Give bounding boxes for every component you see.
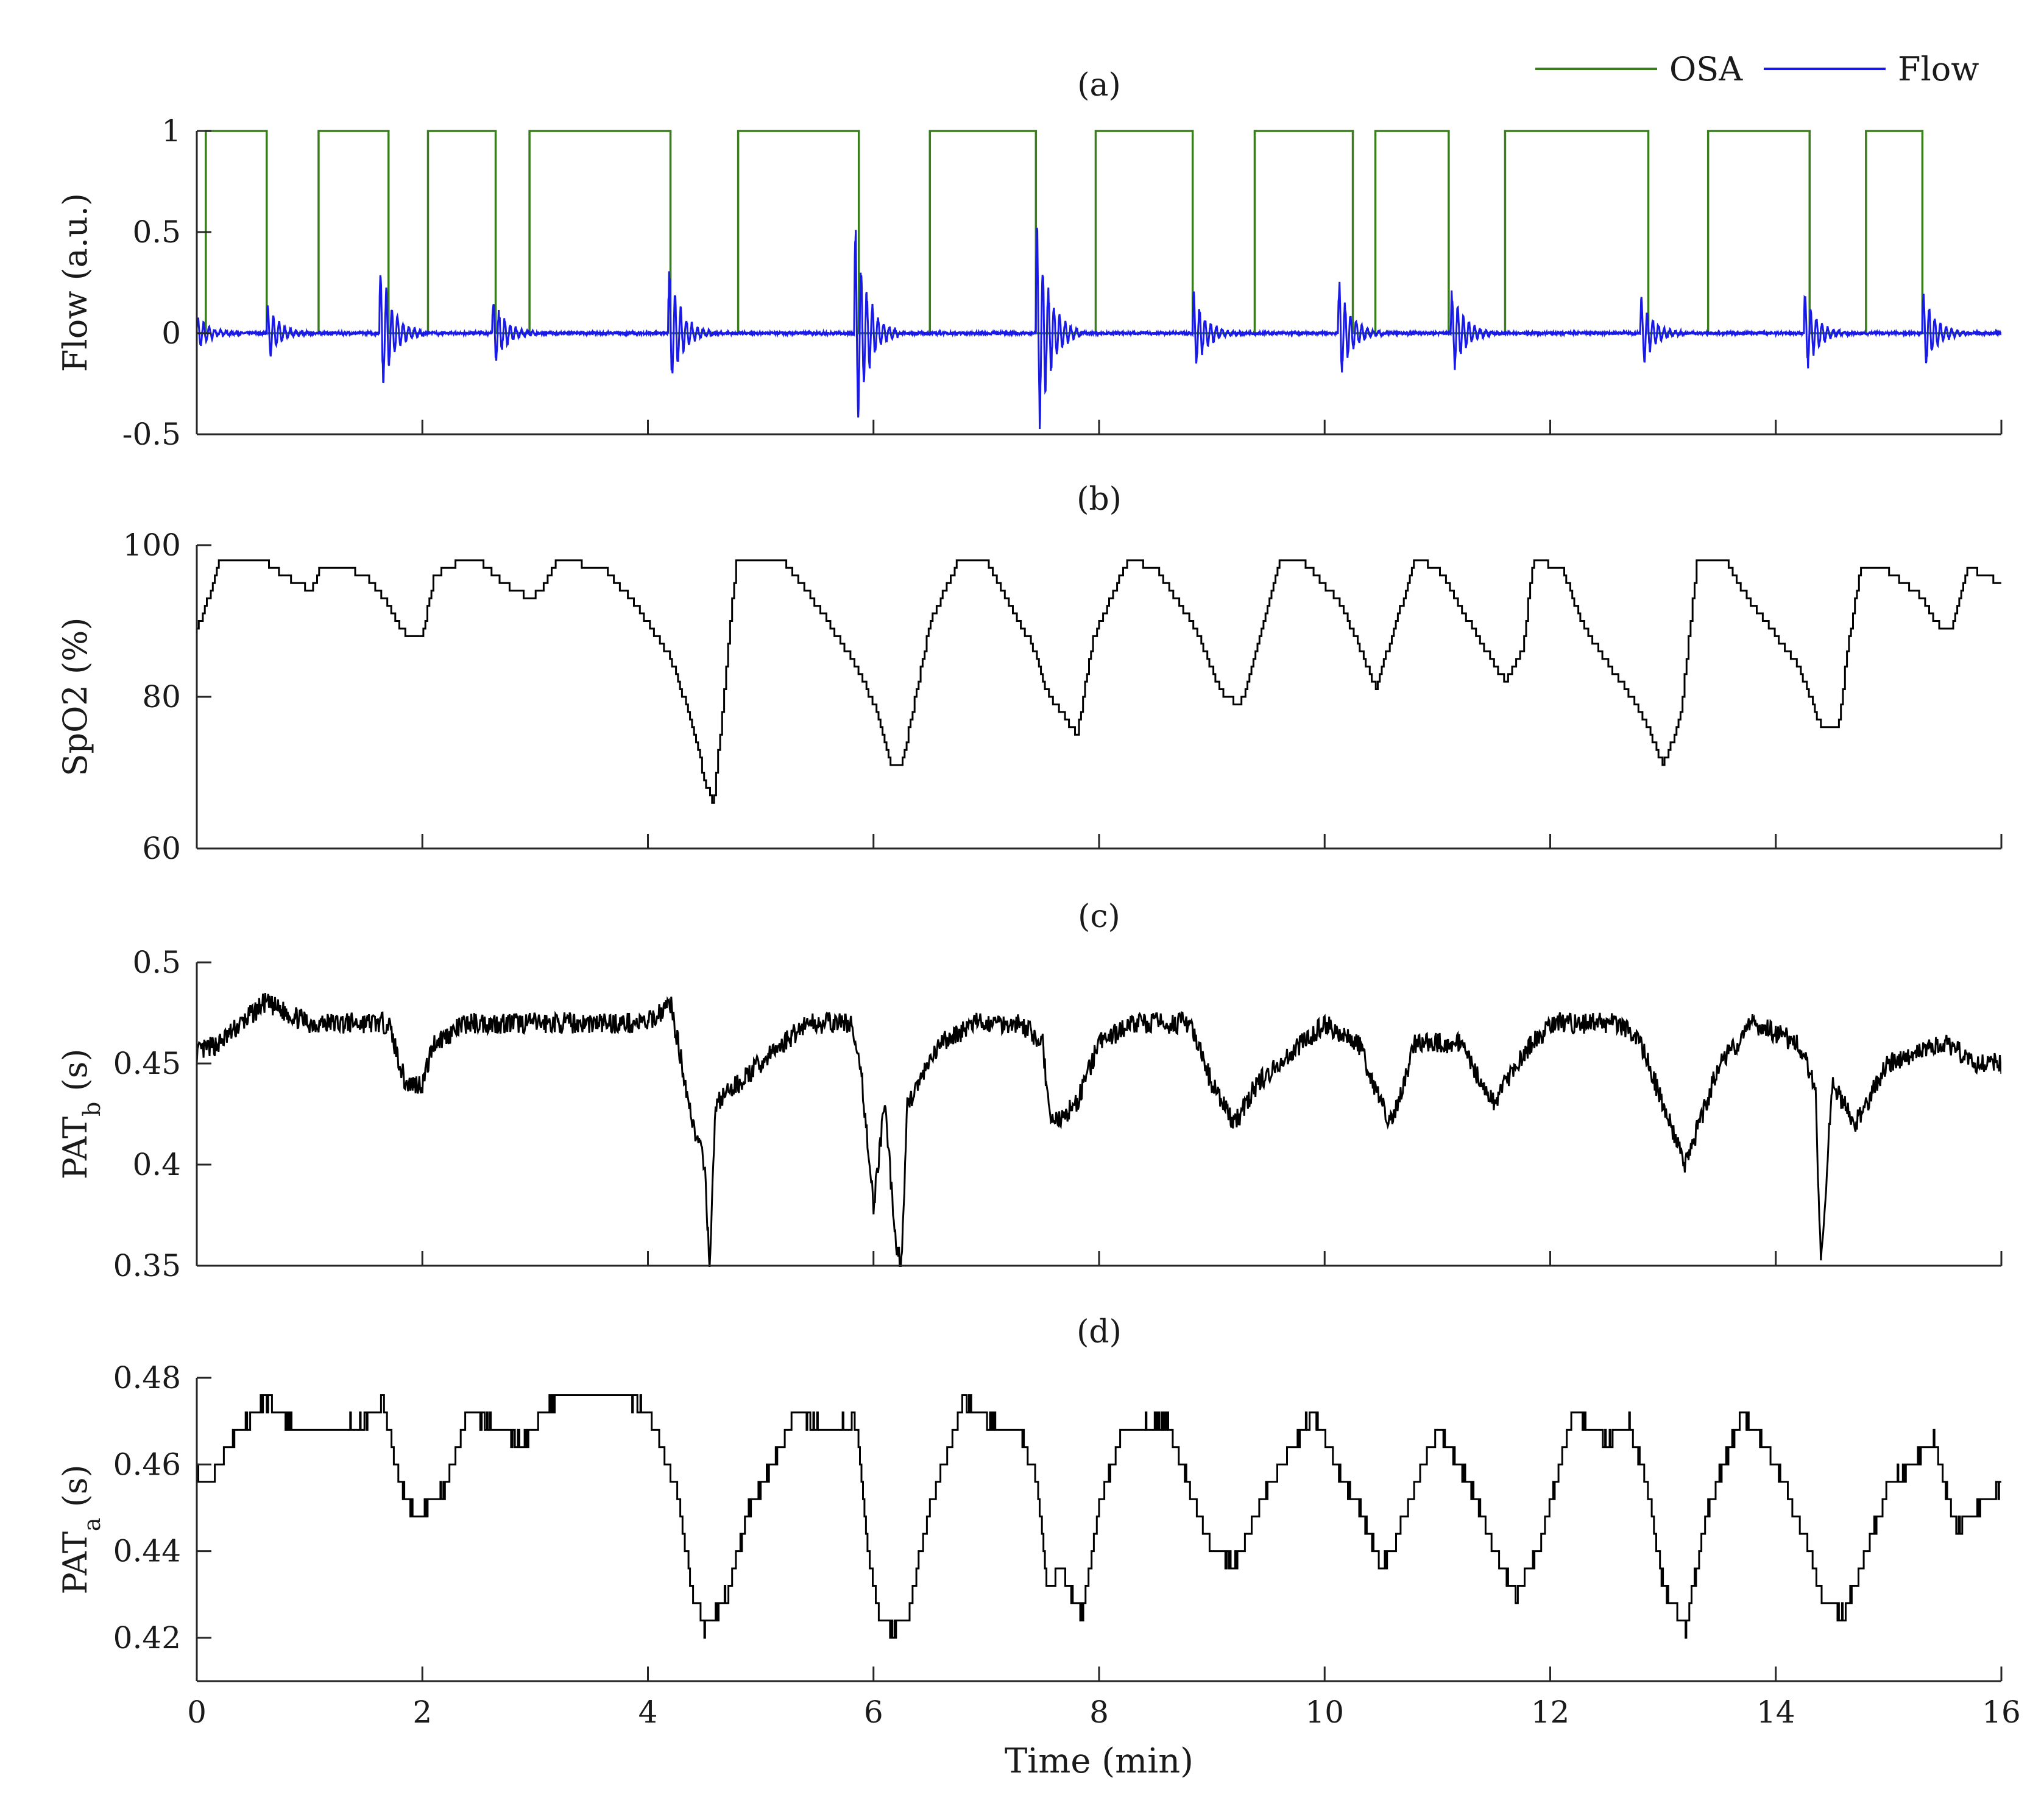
x-tick-label: 14 bbox=[1756, 1695, 1795, 1730]
x-tick-label: 10 bbox=[1305, 1695, 1344, 1730]
panel-d-title: (d) bbox=[1077, 1314, 1122, 1350]
legend: OSA Flow bbox=[1535, 50, 1979, 88]
panel-b-y-tick-label: 60 bbox=[142, 831, 181, 866]
x-tick-label: 0 bbox=[187, 1695, 207, 1730]
x-tick-label: 4 bbox=[638, 1695, 658, 1730]
panel-d-y-tick-label: 0.48 bbox=[113, 1360, 181, 1395]
legend-label: Flow bbox=[1898, 50, 1979, 88]
x-tick-label: 6 bbox=[864, 1695, 883, 1730]
panel-b-y-axis-label: SpO2 (%) bbox=[56, 618, 94, 777]
panel-c-y-tick-label: 0.4 bbox=[132, 1147, 181, 1182]
panel-c-y-tick-label: 0.35 bbox=[113, 1248, 181, 1283]
panel-c: (c) 0.35 0.4 0.45 0.5 PATb (s) bbox=[56, 898, 2003, 1283]
legend-label: OSA bbox=[1669, 50, 1743, 88]
panel-d-y-tick-label: 0.44 bbox=[113, 1534, 181, 1569]
panel-b-y-tick-label: 80 bbox=[142, 679, 181, 714]
panel-d-y-tick-label: 0.42 bbox=[113, 1620, 181, 1656]
panel-c-y-axis-label: PATb (s) bbox=[56, 1049, 105, 1180]
x-axis-label: Time (min) bbox=[1005, 1741, 1194, 1781]
panel-d: (d) 0 2 4 6 8 10 12 14 16 0.42 0.44 0.46 0.48 PATa (s)… bbox=[56, 1314, 2021, 1781]
panel-a-y-tick-label: 0.5 bbox=[132, 214, 181, 250]
panel-b-title: (b) bbox=[1077, 481, 1122, 518]
panel-d-series-line bbox=[197, 1394, 2001, 1639]
panel-a-y-tick-label: 0 bbox=[161, 316, 181, 351]
legend-entry-flow: Flow bbox=[1764, 50, 1979, 88]
panel-d-y-tick-label: 0.46 bbox=[113, 1447, 181, 1482]
panel-d-y-axis-label: PATa (s) bbox=[56, 1464, 105, 1594]
x-tick-label: 8 bbox=[1089, 1695, 1109, 1730]
x-tick-label: 2 bbox=[412, 1695, 432, 1730]
panel-c-plot-area bbox=[197, 992, 2001, 1267]
panel-b-plot-area bbox=[197, 559, 2001, 804]
panel-b-series-line bbox=[197, 559, 2001, 804]
panel-c-title: (c) bbox=[1078, 898, 1120, 935]
panel-a-y-tick-label: 1 bbox=[161, 113, 181, 149]
panel-c-y-tick-label: 0.45 bbox=[113, 1046, 181, 1081]
panel-a-title: (a) bbox=[1077, 67, 1121, 104]
x-tick-label: 12 bbox=[1531, 1695, 1570, 1730]
panel-b-y-tick-label: 100 bbox=[123, 527, 181, 563]
panel-a: (a) -0.5 0 0.5 1 Flow (a.u.) OSA Flow bbox=[56, 50, 2003, 452]
flow-series-line bbox=[197, 227, 2001, 429]
panel-c-series-line bbox=[197, 992, 2001, 1267]
panel-d-plot-area bbox=[197, 1394, 2001, 1639]
x-tick-label: 16 bbox=[1982, 1695, 2021, 1730]
panel-b: (b) 60 80 100 SpO2 (%) bbox=[56, 481, 2003, 866]
osa-series-line bbox=[197, 130, 2001, 334]
panel-a-plot-area bbox=[197, 130, 2001, 429]
panel-a-y-axis-label: Flow (a.u.) bbox=[56, 193, 94, 372]
panel-c-y-tick-label: 0.5 bbox=[132, 945, 181, 980]
panel-a-y-tick-label: -0.5 bbox=[122, 417, 181, 452]
legend-entry-osa: OSA bbox=[1535, 50, 1743, 88]
